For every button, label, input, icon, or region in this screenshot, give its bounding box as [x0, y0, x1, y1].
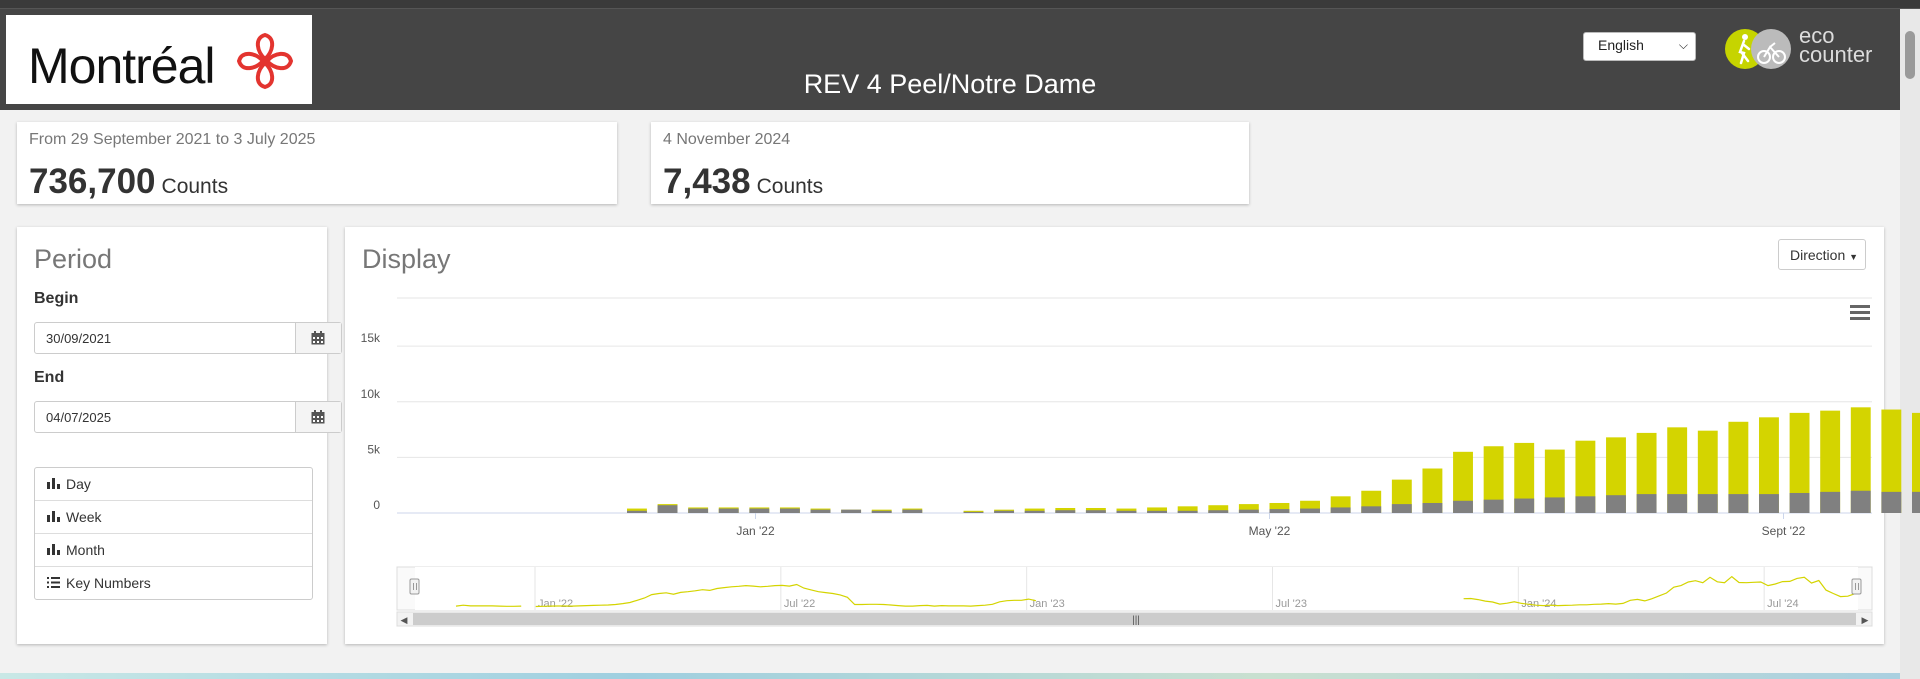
rosette-icon — [236, 32, 294, 90]
begin-label: Begin — [34, 290, 79, 307]
end-date-value: 04/07/2025 — [46, 410, 112, 425]
view-day[interactable]: Day — [35, 468, 312, 501]
eco-counter-brand: eco counter — [1799, 23, 1873, 67]
language-select[interactable]: English ⌵ — [1583, 32, 1696, 61]
bar-direction — [1881, 491, 1902, 513]
display-panel — [345, 227, 1884, 644]
logo-wordmark: Montréal — [28, 38, 216, 94]
end-calendar-button[interactable] — [295, 402, 341, 432]
brand-line1: eco — [1799, 23, 1835, 48]
language-value: English — [1598, 37, 1644, 53]
site-header: Montréal REV 4 Peel/Notre Dame English ⌵… — [0, 9, 1900, 110]
total-count-value: 736,700 Counts — [29, 162, 228, 202]
end-label: End — [34, 369, 65, 386]
direction-dropdown-button[interactable]: Direction ▼ — [1778, 239, 1866, 270]
day-count-unit: Counts — [756, 175, 824, 198]
calendar-icon — [311, 331, 325, 345]
scrollbar-thumb[interactable] — [1905, 31, 1915, 79]
view-month[interactable]: Month — [35, 534, 312, 567]
view-key-numbers[interactable]: Key Numbers — [35, 567, 312, 599]
browser-top-strip — [0, 0, 1920, 9]
chevron-down-icon: ⌵ — [1678, 38, 1688, 52]
view-month-label: Month — [66, 542, 105, 558]
eco-counter-logo-icon[interactable] — [1722, 25, 1800, 71]
total-count-number: 736,700 — [29, 162, 156, 201]
end-date-field[interactable]: 04/07/2025 — [34, 401, 342, 433]
list-icon — [47, 577, 60, 588]
total-period-text: From 29 September 2021 to 3 July 2025 — [29, 131, 316, 148]
begin-date-field[interactable]: 30/09/2021 — [34, 322, 342, 354]
page-scrollbar[interactable] — [1900, 9, 1920, 679]
chart-menu-icon[interactable] — [1850, 305, 1870, 321]
display-title: Display — [362, 244, 451, 274]
view-week-label: Week — [66, 509, 102, 525]
bar-chart-icon — [47, 544, 60, 555]
day-count-number: 7,438 — [663, 162, 751, 201]
calendar-icon — [311, 410, 325, 424]
bar-chart-icon — [47, 511, 60, 522]
bar-chart-icon — [47, 478, 60, 489]
begin-date-value: 30/09/2021 — [46, 331, 112, 346]
direction-label: Direction — [1790, 247, 1846, 263]
page-title: REV 4 Peel/Notre Dame — [803, 69, 1097, 99]
day-count-card: 4 November 2024 7,438 Counts — [651, 122, 1249, 204]
caret-down-icon: ▼ — [1849, 252, 1859, 262]
view-key-numbers-label: Key Numbers — [66, 575, 151, 591]
begin-calendar-button[interactable] — [295, 323, 341, 353]
period-title: Period — [34, 244, 113, 274]
view-day-label: Day — [66, 476, 91, 492]
footer-strip — [0, 673, 1900, 679]
total-count-unit: Counts — [161, 175, 229, 198]
view-week[interactable]: Week — [35, 501, 312, 534]
bar-total — [1881, 409, 1902, 513]
view-mode-list: Day Week Month Key Numbers — [34, 467, 313, 600]
brand-line2: counter — [1799, 42, 1873, 67]
day-count-value: 7,438 Counts — [663, 162, 823, 202]
total-count-card: From 29 September 2021 to 3 July 2025 73… — [17, 122, 617, 204]
montreal-logo[interactable]: Montréal — [6, 15, 312, 104]
day-date-text: 4 November 2024 — [663, 131, 791, 148]
